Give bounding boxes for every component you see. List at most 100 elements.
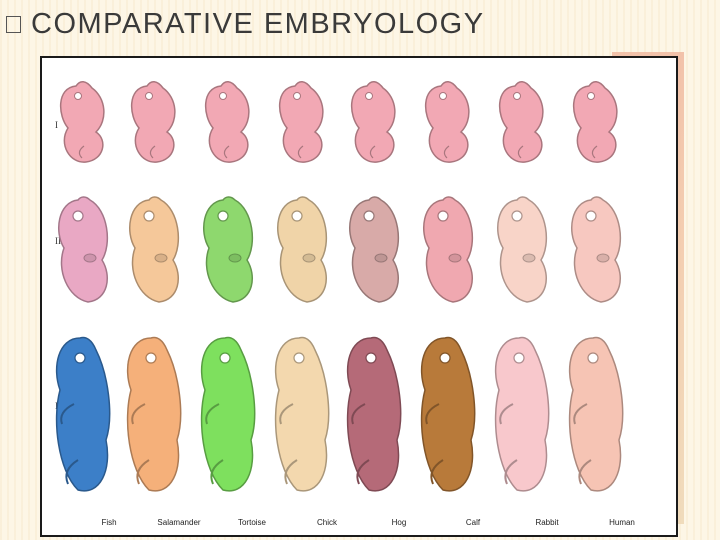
embryo-body [128, 196, 180, 303]
embryo-limb-bud [596, 253, 610, 263]
embryo-calf-stage-3 [415, 320, 479, 510]
embryo-eye [587, 352, 599, 364]
embryo-hindlimb [136, 459, 150, 485]
embryo-forelimb [131, 403, 146, 425]
embryo-illustration [55, 336, 111, 492]
embryo-tail [223, 145, 230, 159]
embryo-eye [365, 92, 373, 100]
column-label-fish: Fish [101, 518, 117, 527]
embryo-body [126, 336, 182, 492]
embryo-illustration [570, 196, 622, 303]
embryo-eye [74, 92, 82, 100]
hollow-square-bullet-icon [6, 15, 21, 33]
embryo-body [570, 196, 622, 303]
slide-title: COMPARATIVE EMBRYOLOGY [6, 4, 485, 44]
embryo-comparison-figure: I II III Fish Salamander Tortoise Chick … [40, 56, 678, 537]
embryo-illustration [351, 81, 396, 163]
embryo-hindlimb [65, 459, 79, 485]
embryo-illustration [499, 81, 544, 163]
embryo-tail [149, 145, 156, 159]
embryo-body [425, 81, 470, 163]
embryo-eye [72, 210, 84, 222]
embryo-calf-stage-1 [415, 66, 479, 178]
embryo-illustration [60, 81, 105, 163]
embryo-forelimb [351, 403, 366, 425]
embryo-body [274, 336, 330, 492]
embryo-rabbit-stage-1 [489, 66, 553, 178]
column-label-salamander: Salamander [157, 518, 201, 527]
embryo-body [420, 336, 476, 492]
embryo-body [131, 81, 176, 163]
embryo-eye [145, 92, 153, 100]
embryo-eye [437, 210, 449, 222]
embryo-limb-bud [448, 253, 462, 263]
embryo-hindlimb [356, 459, 370, 485]
embryo-hindlimb [578, 459, 592, 485]
embryo-illustration [346, 336, 402, 492]
embryo-human-stage-3 [563, 320, 627, 510]
embryo-chick-stage-1 [269, 66, 333, 178]
embryo-limb-bud [374, 253, 388, 263]
embryo-eye [219, 352, 231, 364]
embryo-illustration [126, 336, 182, 492]
row-label-2: II [55, 236, 61, 246]
embryo-illustration [274, 336, 330, 492]
embryo-body [55, 336, 111, 492]
embryo-limb-bud [154, 253, 168, 263]
embryo-body [200, 336, 256, 492]
embryo-tail [517, 145, 524, 159]
column-label-human: Human [609, 518, 635, 527]
embryo-human-stage-1 [563, 66, 627, 178]
embryo-body [276, 196, 328, 303]
embryo-eye [217, 210, 229, 222]
embryo-eye [587, 92, 595, 100]
embryo-eye [219, 92, 227, 100]
embryo-calf-stage-2 [415, 186, 479, 316]
embryo-body [568, 336, 624, 492]
embryo-body [351, 81, 396, 163]
embryo-eye [365, 352, 377, 364]
embryo-illustration [202, 196, 254, 303]
embryo-salamander-stage-1 [121, 66, 185, 178]
embryo-limb-bud [522, 253, 536, 263]
embryo-eye [74, 352, 86, 364]
embryo-illustration [420, 336, 476, 492]
embryo-eye [439, 352, 451, 364]
embryo-salamander-stage-3 [121, 320, 185, 510]
embryo-illustration [573, 81, 618, 163]
embryo-eye [145, 352, 157, 364]
column-label-hog: Hog [391, 518, 407, 527]
embryo-illustration [425, 81, 470, 163]
embryo-illustration [494, 336, 550, 492]
embryo-tortoise-stage-2 [195, 186, 259, 316]
embryo-illustration [568, 336, 624, 492]
embryo-tortoise-stage-1 [195, 66, 259, 178]
column-label-calf: Calf [465, 518, 481, 527]
embryo-eye [513, 352, 525, 364]
column-label-rabbit: Rabbit [535, 518, 559, 527]
column-label-chick: Chick [316, 518, 337, 527]
embryo-illustration [57, 196, 109, 303]
embryo-human-stage-2 [563, 186, 627, 316]
embryo-forelimb [60, 403, 75, 425]
embryo-hog-stage-2 [341, 186, 405, 316]
embryo-illustration [131, 81, 176, 163]
embryo-limb-bud [83, 253, 97, 263]
slide-title-text: COMPARATIVE EMBRYOLOGY [31, 7, 485, 40]
embryo-eye [585, 210, 597, 222]
embryo-forelimb [499, 403, 514, 425]
embryo-chick-stage-3 [269, 320, 333, 510]
embryo-illustration [279, 81, 324, 163]
embryo-fish-stage-1 [50, 66, 114, 178]
embryo-illustration [128, 196, 180, 303]
embryo-hindlimb [284, 459, 298, 485]
embryo-salamander-stage-2 [121, 186, 185, 316]
embryo-illustration [200, 336, 256, 492]
embryo-limb-bud [302, 253, 316, 263]
embryo-illustration [348, 196, 400, 303]
embryo-body [202, 196, 254, 303]
embryo-body [494, 336, 550, 492]
embryo-forelimb [573, 403, 588, 425]
embryo-eye [293, 92, 301, 100]
embryo-forelimb [205, 403, 220, 425]
